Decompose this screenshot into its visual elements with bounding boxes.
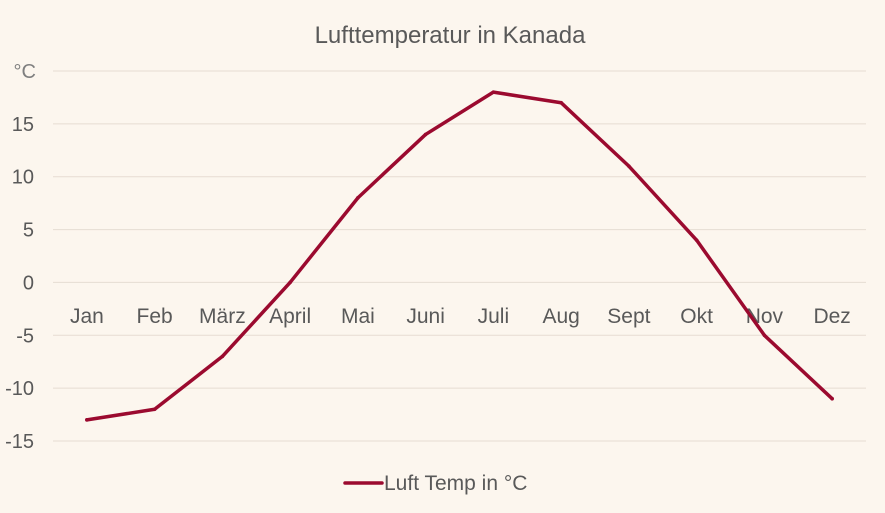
x-category-label: Okt (680, 305, 713, 328)
y-tick-label: 5 (23, 220, 34, 242)
y-axis-unit-label: °C (14, 61, 36, 83)
data-point[interactable] (152, 407, 157, 412)
x-category-label: Juni (406, 305, 445, 328)
x-category-label: April (269, 305, 311, 328)
data-point[interactable] (288, 280, 292, 285)
data-point[interactable] (356, 196, 360, 200)
data-point[interactable] (830, 396, 834, 401)
y-tick-label: -10 (5, 378, 34, 400)
x-category-label: Feb (137, 305, 173, 328)
x-category-label: Aug (542, 305, 579, 328)
x-axis-category-labels: Jan Feb März April Mai Juni Juli Aug Sept Okt Nov D… (70, 305, 851, 328)
data-point[interactable] (220, 354, 225, 359)
series-line[interactable] (85, 90, 834, 422)
legend[interactable]: Luft Temp in °C (343, 472, 527, 495)
data-point[interactable] (85, 418, 89, 422)
y-tick-label: -15 (5, 431, 34, 453)
data-point[interactable] (694, 238, 699, 242)
data-point[interactable] (491, 90, 496, 94)
x-category-label: Dez (813, 305, 850, 328)
x-category-label: Jan (70, 305, 104, 328)
data-point[interactable] (762, 333, 767, 338)
gridlines (53, 70, 866, 442)
x-category-label: Sept (607, 305, 650, 328)
y-tick-label: 15 (12, 114, 34, 136)
series-layer (85, 90, 834, 422)
chart-title: Lufttemperatur in Kanada (315, 22, 586, 49)
y-tick-label: 10 (12, 167, 34, 189)
x-category-label: Mai (341, 305, 375, 328)
data-point[interactable] (627, 164, 631, 168)
y-tick-label: 0 (23, 272, 34, 294)
y-tick-label: -5 (16, 325, 34, 347)
x-category-label: Juli (478, 305, 510, 328)
data-point[interactable] (423, 132, 428, 137)
y-axis-tick-labels: -15 -10 -5 0 5 10 15 (5, 114, 34, 453)
legend-label: Luft Temp in °C (384, 472, 527, 495)
data-point[interactable] (559, 100, 563, 105)
x-category-label: März (199, 305, 246, 328)
